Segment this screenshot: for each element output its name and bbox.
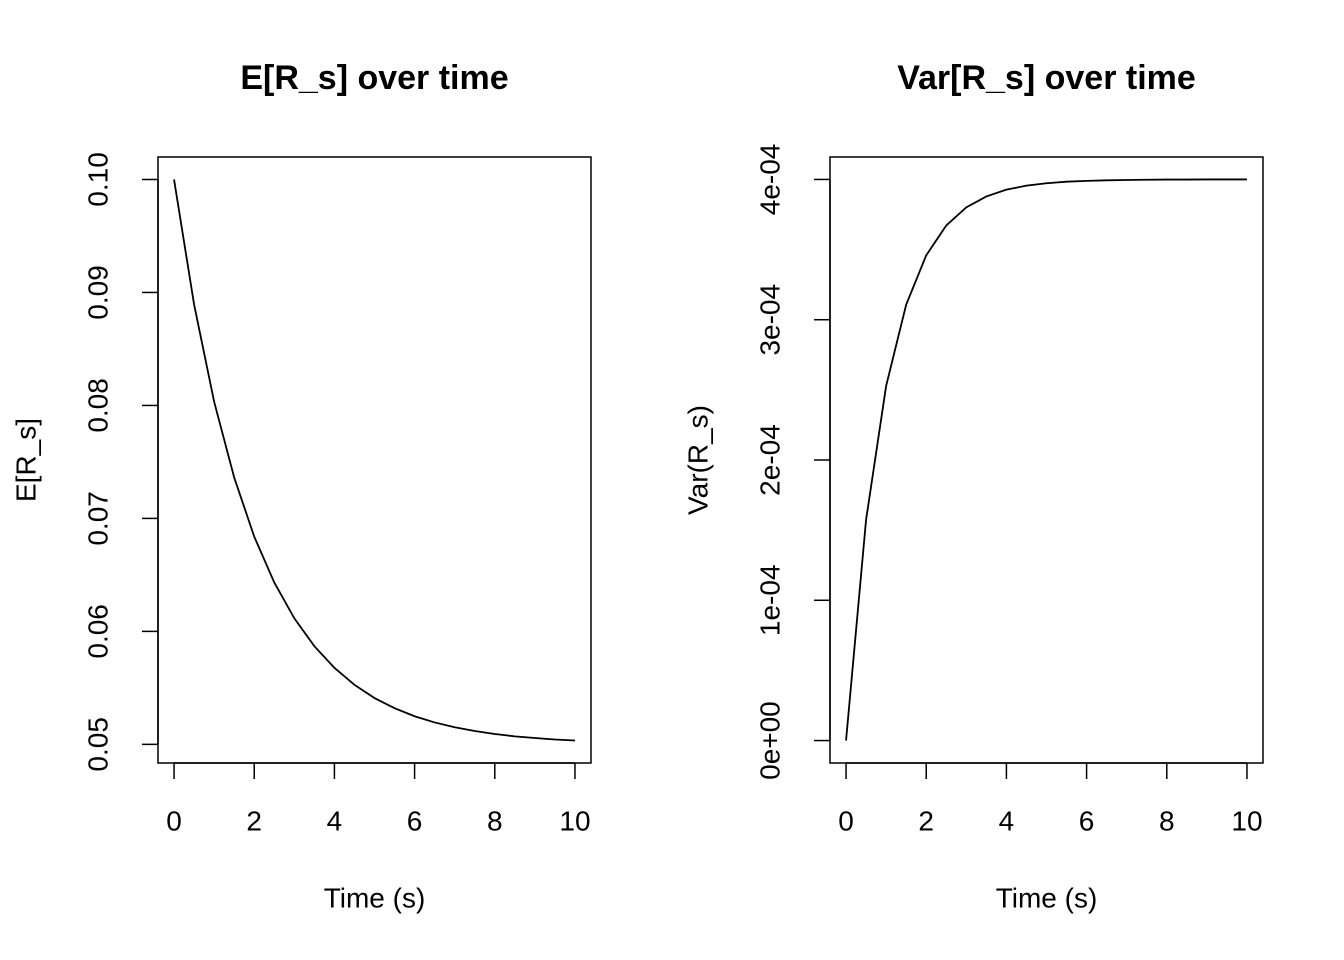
x-tick-label: 0 xyxy=(166,805,182,836)
y-tick-label: 0.09 xyxy=(82,265,113,320)
x-tick-label: 6 xyxy=(407,805,423,836)
x-tick-label: 2 xyxy=(246,805,262,836)
y-tick-label: 0.07 xyxy=(82,491,113,546)
plot-frame xyxy=(157,156,592,764)
x-axis-label: Time (s) xyxy=(996,882,1098,913)
chart-title: Var[R_s] over time xyxy=(897,59,1196,97)
x-tick-label: 4 xyxy=(999,805,1015,836)
y-tick-label: 0.06 xyxy=(82,604,113,659)
y-tick-label: 0.05 xyxy=(82,717,113,772)
y-tick-label: 0.08 xyxy=(82,378,113,433)
x-tick-label: 0 xyxy=(838,805,854,836)
plot-frame xyxy=(829,156,1264,764)
x-tick-label: 6 xyxy=(1079,805,1095,836)
x-tick-label: 8 xyxy=(487,805,503,836)
x-axis-label: Time (s) xyxy=(324,882,426,913)
data-line xyxy=(845,178,1247,741)
x-tick-label: 10 xyxy=(559,805,590,836)
y-tick-label: 4e-04 xyxy=(754,144,785,216)
y-tick-label: 0e+00 xyxy=(754,701,785,780)
y-tick-label: 0.10 xyxy=(82,152,113,207)
x-tick-label: 2 xyxy=(918,805,934,836)
data-line xyxy=(173,179,576,742)
chart-title: E[R_s] over time xyxy=(240,59,508,97)
y-tick-label: 3e-04 xyxy=(754,284,785,356)
y-axis-label: Var(R_s) xyxy=(682,405,713,515)
x-tick-label: 8 xyxy=(1159,805,1175,836)
y-axis-label: E[R_s] xyxy=(10,418,41,502)
y-tick-label: 2e-04 xyxy=(754,424,785,496)
x-tick-label: 4 xyxy=(327,805,343,836)
y-tick-label: 1e-04 xyxy=(754,564,785,636)
x-tick-label: 10 xyxy=(1231,805,1262,836)
